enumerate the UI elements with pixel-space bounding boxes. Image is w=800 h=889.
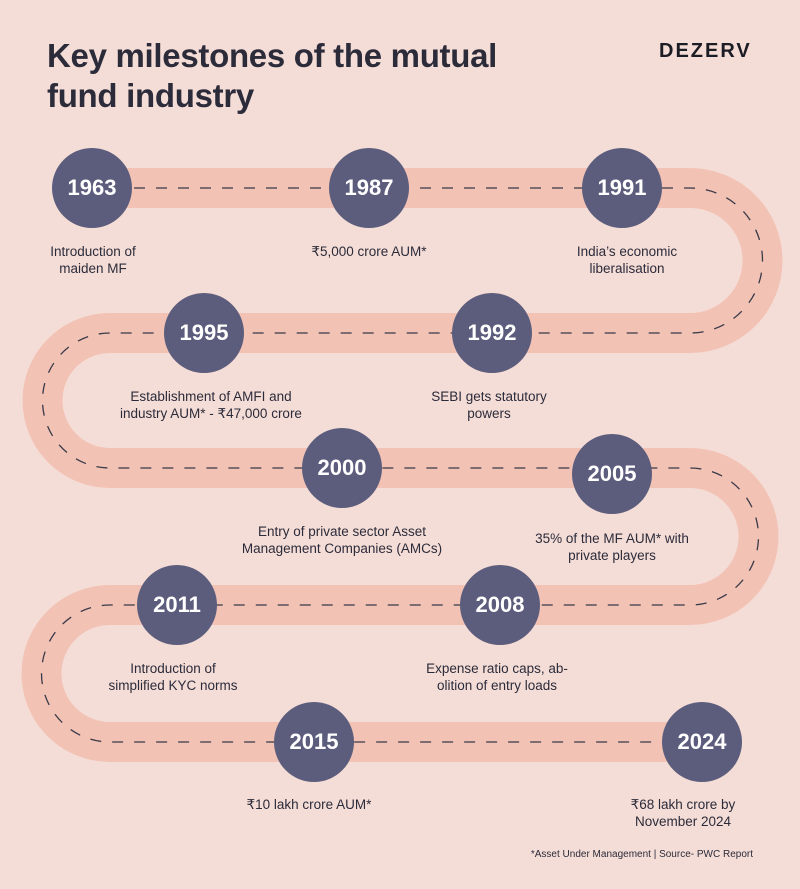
milestone-2008: 2008 [460,565,540,645]
milestone-1991: 1991 [582,148,662,228]
milestone-caption-1991: India’s economic liberalisation [576,244,678,276]
milestone-caption-2011: Introduction of simplified KYC norms [108,661,238,693]
milestone-1987: 1987 [329,148,409,228]
milestone-1963: 1963 [52,148,132,228]
milestone-caption-1992: SEBI gets statutory powers [431,389,547,421]
milestone-caption-2008: Expense ratio caps, ab- olition of entry… [426,661,568,693]
title-line-2: fund industry [47,77,254,114]
footnote: *Asset Under Management | Source- PWC Re… [530,849,753,860]
milestone-caption-2005: 35% of the MF AUM* with private players [535,531,689,563]
milestone-caption-1963: Introduction of maiden MF [50,244,136,276]
milestone-2011: 2011 [137,565,217,645]
milestone-2000: 2000 [302,428,382,508]
brand-logo: DEZERV [659,40,752,62]
milestone-1992: 1992 [452,293,532,373]
milestone-caption-2000: Entry of private sector Asset Management… [241,524,443,556]
milestone-2015: 2015 [274,702,354,782]
road-dashes [40,187,764,743]
title-line-1: Key milestones of the mutual [47,37,498,74]
milestone-caption-2015: ₹10 lakh crore AUM* [246,797,372,812]
milestone-caption-1987: ₹5,000 crore AUM* [311,244,427,259]
milestone-1995: 1995 [164,293,244,373]
milestone-caption-2024: ₹68 lakh crore by November 2024 [630,797,736,829]
milestone-2005: 2005 [572,434,652,514]
page-title: Key milestones of the mutual fund indust… [47,36,497,116]
milestone-2024: 2024 [662,702,742,782]
milestone-caption-1995: Establishment of AMFI and industry AUM* … [120,389,302,421]
